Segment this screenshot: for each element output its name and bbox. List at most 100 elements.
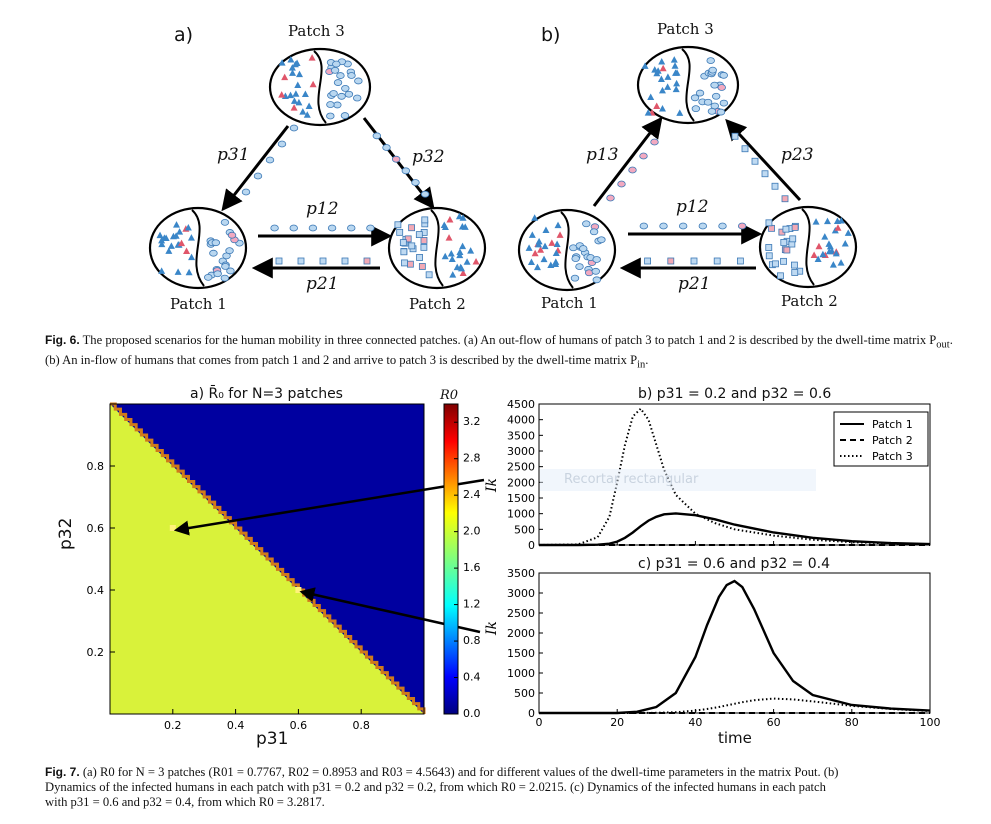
triangle-marker (296, 70, 304, 78)
plot-c-xtick-label: 100 (920, 716, 941, 729)
triangle-marker (525, 244, 533, 251)
triangle-marker (290, 97, 298, 104)
square-marker (408, 242, 416, 250)
human-marker (391, 155, 401, 163)
triangle-marker (290, 104, 298, 111)
heatmap-title: a) R̄₀ for N=3 patches (190, 386, 343, 402)
human-marker (253, 172, 263, 180)
triangle-marker (664, 83, 672, 90)
human-marker (204, 273, 213, 281)
triangle-marker (542, 226, 550, 233)
triangle-marker (556, 231, 564, 238)
triangle-marker (174, 268, 182, 275)
fig7-caption-line1: (a) R0 for N = 3 patches (R01 = 0.7767, … (82, 765, 839, 779)
triangle-marker (281, 73, 289, 81)
triangle-marker (664, 73, 672, 80)
triangle-marker (535, 237, 543, 245)
human-marker (420, 190, 430, 198)
human-marker (579, 245, 588, 252)
colorbar-tick-label: 2.0 (463, 525, 481, 538)
square-marker (768, 224, 775, 232)
triangle-marker (461, 223, 469, 230)
human-marker (372, 132, 382, 140)
triangle-marker (287, 91, 295, 99)
triangle-marker (449, 271, 457, 278)
plot-b-ytick-label: 2000 (507, 476, 535, 489)
triangle-marker (540, 255, 548, 263)
line-plots: 4500400035003000250020001500100050003500… (484, 398, 941, 729)
triangle-marker (533, 263, 541, 271)
triangle-marker (184, 224, 192, 231)
triangle-marker (653, 102, 661, 109)
human-marker (333, 101, 342, 109)
square-marker (399, 239, 407, 247)
human-marker (708, 66, 717, 74)
triangle-marker (548, 239, 556, 246)
square-marker (780, 257, 787, 265)
triangle-marker (658, 86, 666, 94)
square-marker (394, 221, 402, 229)
colorbar-tick-label: 0.8 (463, 634, 481, 647)
square-marker (400, 248, 408, 256)
triangle-marker (531, 249, 539, 257)
triangle-marker (305, 102, 313, 109)
triangle-marker (829, 261, 837, 268)
square-marker (751, 157, 759, 165)
square-marker (765, 219, 773, 227)
triangle-marker (294, 81, 302, 88)
b-patch1 (517, 208, 617, 292)
human-marker (592, 256, 601, 263)
human-marker (628, 166, 637, 174)
plot-c-xtick-label: 60 (767, 716, 781, 729)
triangle-marker (832, 249, 840, 257)
fig6-diagram (148, 45, 858, 292)
a-patch1-label: Patch 1 (170, 295, 227, 313)
triangle-marker (810, 251, 818, 258)
human-marker (344, 90, 354, 98)
triangle-marker (658, 104, 666, 112)
a-patch2-label: Patch 2 (409, 295, 466, 313)
fig6-caption-label: Fig. 6. (45, 333, 80, 347)
marked-point-1 (169, 525, 176, 531)
square-marker (363, 257, 371, 265)
human-marker (592, 276, 601, 284)
triangle-marker (552, 249, 560, 257)
square-marker (780, 239, 788, 246)
fig7-caption-line3: with p31 = 0.6 and p32 = 0.4, from which… (45, 795, 325, 809)
plot-c-xtick-label: 80 (845, 716, 859, 729)
triangle-marker (825, 247, 833, 255)
square-marker (415, 231, 423, 239)
triangle-marker (527, 258, 535, 266)
colorbar (443, 403, 459, 715)
triangle-marker (826, 242, 834, 250)
human-marker (333, 79, 343, 86)
heatmap-ytick-label: 0.6 (87, 522, 105, 535)
human-marker (695, 89, 705, 97)
heatmap-ytick-label: 0.4 (87, 584, 105, 597)
triangle-marker (672, 85, 680, 93)
human-marker (277, 140, 287, 148)
plot-c-xtick-label: 40 (688, 716, 702, 729)
patch-divider (430, 209, 444, 287)
human-marker (659, 222, 668, 230)
human-marker (332, 60, 341, 68)
triangle-marker (165, 247, 173, 254)
human-marker (589, 228, 599, 236)
triangle-marker (459, 242, 467, 250)
human-marker (678, 222, 688, 230)
plot-b-ytick-label: 3500 (507, 429, 535, 442)
square-marker (777, 272, 784, 280)
fig6-caption-sub-in: in (637, 359, 646, 371)
triangle-marker (647, 93, 655, 100)
heatmap-xlabel: p31 (256, 729, 289, 749)
triangle-marker (158, 240, 166, 248)
b-p13-label: p13 (586, 145, 619, 165)
human-marker (213, 270, 222, 278)
triangle-marker (301, 90, 309, 98)
plot-b-ytick-label: 3000 (507, 445, 535, 458)
panel-b-letter: b) (541, 24, 561, 46)
plot-c-ytick-label: 0 (528, 707, 535, 720)
square-marker (765, 244, 773, 251)
triangle-marker (671, 62, 679, 69)
human-marker (241, 188, 251, 196)
